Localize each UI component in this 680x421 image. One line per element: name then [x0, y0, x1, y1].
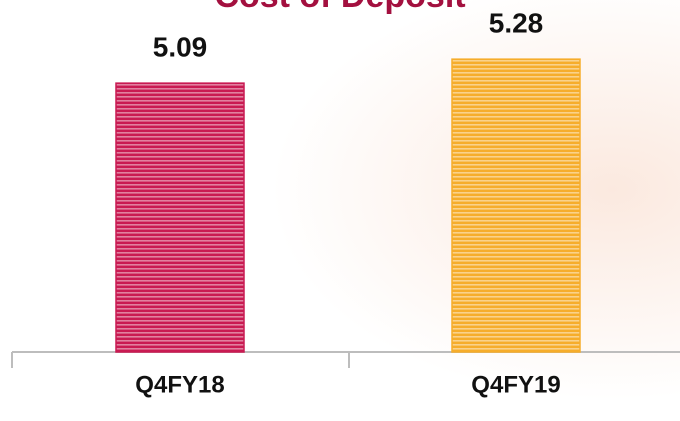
bar	[452, 59, 580, 352]
x-tick-label: Q4FY19	[471, 371, 560, 398]
value-label: 5.28	[489, 8, 544, 39]
chart-title: Cost of Deposit	[214, 0, 465, 15]
chart: Cost of Deposit Q4FY18 5.09 Q4FY19 5.28	[0, 0, 680, 421]
x-tick-label: Q4FY18	[135, 371, 224, 398]
bar	[116, 83, 244, 352]
value-label: 5.09	[153, 32, 208, 63]
page: Cost of Deposit Q4FY185.09Q4FY195.28 (()…	[0, 0, 680, 421]
